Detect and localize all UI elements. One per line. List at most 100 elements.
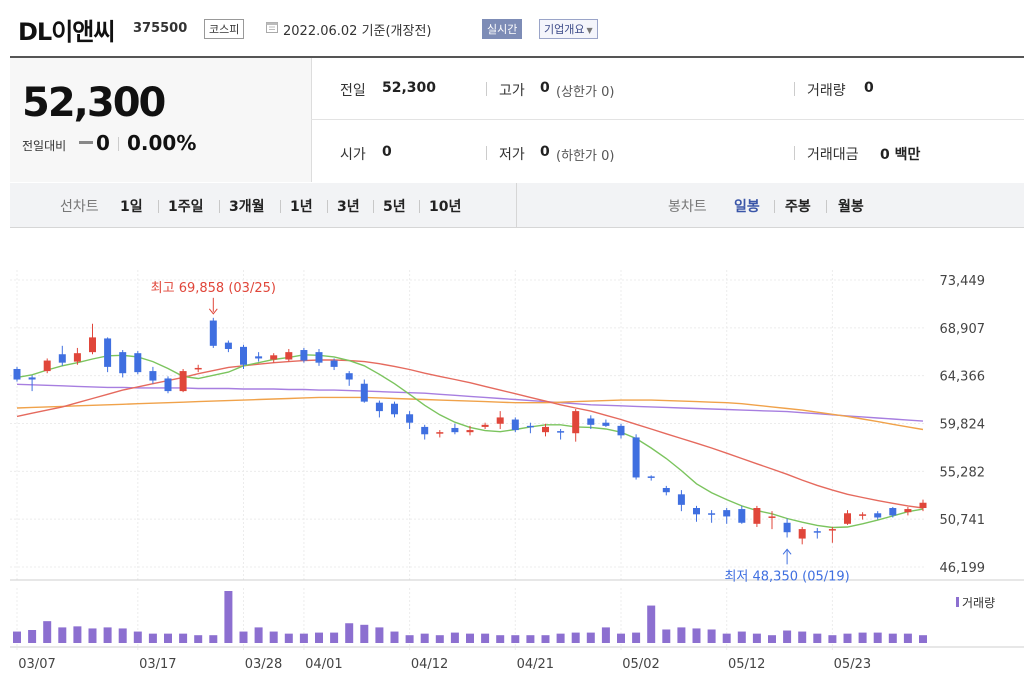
- volume-bar: [103, 627, 112, 643]
- divider: [219, 200, 220, 213]
- candle-body: [481, 424, 489, 427]
- volume-bar: [345, 623, 354, 643]
- candle-body: [406, 414, 414, 423]
- volume-bar: [692, 628, 701, 643]
- volume-bar: [798, 631, 807, 643]
- candle-body: [753, 508, 761, 524]
- candle-body: [587, 418, 595, 425]
- candle-body: [104, 338, 112, 367]
- volume-bar: [556, 633, 565, 643]
- volume-bar: [632, 632, 641, 643]
- tab-weekly-candle[interactable]: 주봉: [785, 199, 811, 215]
- volume-bar: [783, 630, 792, 643]
- divider: [311, 119, 1024, 120]
- upper-limit: (상한가 0): [556, 85, 615, 100]
- company-overview-dropdown[interactable]: 기업개요 ▼: [539, 19, 598, 39]
- volume-bar: [828, 635, 837, 643]
- prev-close-value: 52,300: [382, 80, 437, 96]
- candle-chart-label: 봉차트: [668, 199, 707, 215]
- candle-body: [602, 422, 610, 426]
- volume-bar: [164, 633, 172, 643]
- candle-body: [708, 513, 716, 515]
- diff-percent: 0.00%: [127, 131, 197, 155]
- volume-bar: [450, 632, 459, 643]
- volume-bar: [194, 635, 203, 643]
- divider: [516, 183, 517, 227]
- volume-bar: [133, 631, 142, 643]
- x-tick-label: 05/23: [834, 657, 871, 672]
- candle-body: [768, 516, 776, 518]
- volume-legend-swatch: [956, 597, 959, 607]
- candle-body: [557, 431, 565, 433]
- tab-monthly-candle[interactable]: 월봉: [838, 199, 864, 215]
- x-tick-label: 03/07: [18, 657, 55, 672]
- divider: [774, 200, 775, 213]
- candle-body: [119, 352, 127, 374]
- volume-bar: [43, 621, 52, 643]
- divider: [486, 146, 487, 160]
- divider: [118, 137, 119, 151]
- divider: [419, 200, 420, 213]
- candle-body: [874, 513, 882, 518]
- candle-body: [270, 355, 278, 360]
- y-tick-label: 68,907: [940, 322, 986, 337]
- volume-bar: [752, 633, 761, 643]
- volume-bar: [737, 631, 746, 643]
- volume-bar: [118, 628, 127, 643]
- tab-3year[interactable]: 3년: [337, 199, 360, 215]
- line-chart-label: 선차트: [60, 199, 99, 215]
- candle-body: [345, 373, 353, 380]
- candle-body: [632, 437, 640, 478]
- chart-tab-bar: [10, 183, 1024, 228]
- volume-bar: [526, 635, 535, 643]
- volume-bar: [511, 635, 520, 643]
- candle-body: [421, 426, 429, 435]
- candle-body: [723, 510, 731, 517]
- tab-1day[interactable]: 1일: [120, 199, 143, 215]
- candle-body: [919, 502, 927, 509]
- divider: [794, 82, 795, 96]
- y-tick-label: 55,282: [940, 465, 986, 480]
- stock-code: 375500: [133, 21, 188, 36]
- candle-body: [466, 430, 474, 433]
- tab-5year[interactable]: 5년: [383, 199, 406, 215]
- volume-bar: [662, 629, 671, 643]
- volume-legend-label: 거래량: [962, 596, 995, 610]
- tab-10year[interactable]: 10년: [429, 199, 462, 215]
- volume-bar: [179, 633, 188, 643]
- x-tick-label: 04/21: [517, 657, 554, 672]
- volume-bar: [254, 627, 263, 643]
- candle-body: [451, 427, 459, 433]
- volume-bar: [360, 624, 369, 643]
- volume-bar: [858, 632, 867, 643]
- volume-bar: [903, 633, 912, 643]
- volume-bar: [28, 630, 37, 643]
- candle-body: [496, 417, 504, 424]
- price-panel: [10, 58, 312, 182]
- volume-bar: [73, 626, 82, 643]
- volume-bar: [617, 633, 625, 643]
- candle-body: [224, 342, 232, 349]
- candle-body: [179, 371, 187, 392]
- diff-value: 0: [96, 131, 110, 155]
- tab-daily-candle[interactable]: 일봉: [734, 199, 760, 215]
- tab-3month[interactable]: 3개월: [229, 199, 265, 215]
- divider: [280, 200, 281, 213]
- tab-1year[interactable]: 1년: [290, 199, 313, 215]
- candle-body: [738, 509, 746, 523]
- volume-bar: [435, 635, 444, 643]
- volume-bar: [843, 633, 852, 643]
- volume-bar: [390, 631, 399, 643]
- low-arrow-head: [782, 548, 792, 555]
- y-tick-label: 59,824: [940, 418, 986, 433]
- realtime-button[interactable]: 실시간: [482, 19, 523, 39]
- lower-limit: (하한가 0): [556, 149, 615, 164]
- volume-bar: [601, 627, 610, 643]
- candle-body: [813, 531, 821, 533]
- tab-1week[interactable]: 1주일: [168, 199, 204, 215]
- flat-icon: [79, 141, 93, 144]
- volume-bar: [647, 605, 656, 643]
- candle-body: [375, 402, 383, 412]
- volume-bar: [919, 635, 927, 643]
- company-overview-label: 기업개요: [544, 23, 585, 36]
